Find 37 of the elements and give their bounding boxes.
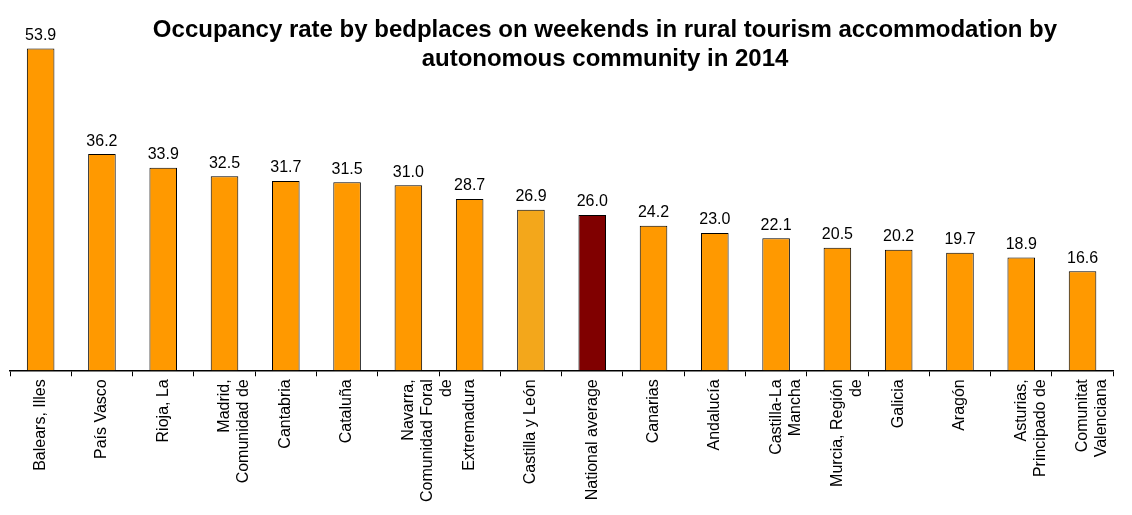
x-tick-label: Galicia — [889, 379, 907, 429]
data-label: 18.9 — [1005, 234, 1037, 252]
data-label: 36.2 — [86, 131, 118, 149]
x-tick-label: Aragón — [950, 379, 968, 431]
data-label: 28.7 — [454, 176, 486, 194]
x-tick-label: Balears, Illes — [31, 379, 49, 471]
data-label: 31.0 — [392, 162, 425, 180]
x-tick-label: Rioja, La — [153, 379, 171, 443]
data-label: 20.2 — [883, 227, 915, 245]
x-tick-label: Murcia, Región de — [827, 379, 864, 487]
x-tick-label: Castilla-La Mancha — [766, 379, 803, 455]
data-label: 31.7 — [270, 158, 302, 176]
data-label: 16.6 — [1066, 248, 1099, 266]
data-label: 19.7 — [944, 230, 976, 248]
data-label: 32.5 — [208, 153, 241, 171]
data-label: 53.9 — [25, 25, 57, 43]
data-label: 20.5 — [821, 225, 854, 243]
x-tick-label: Extremadura — [460, 379, 478, 471]
x-tick-label: Madrid, Comunidad de — [214, 379, 252, 484]
data-label: 26.0 — [576, 192, 608, 210]
data-label: 33.9 — [147, 145, 179, 163]
x-tick-label: Navarra, Comunidad Foral de — [398, 379, 455, 503]
data-label: 22.1 — [760, 215, 792, 233]
chart-title: Occupancy rate by bedplaces on weekends in rural tourism accommodation by autonomous community in 2014 — [151, 14, 1059, 72]
x-tick-label: Canarias — [643, 379, 661, 444]
x-tick-label: National average — [582, 379, 600, 501]
x-tick-label: Andalucía — [705, 379, 723, 451]
x-tick-label: Castilla y León — [521, 379, 539, 485]
x-tick-label: Cataluña — [337, 379, 355, 444]
x-tick-label: Cantabria — [276, 379, 294, 449]
data-label: 31.5 — [331, 159, 363, 177]
x-tick-label: Asturias, Principado de — [1011, 379, 1048, 478]
data-label: 26.9 — [515, 187, 547, 205]
data-label: 24.2 — [637, 203, 670, 221]
data-label: 23.0 — [699, 210, 731, 228]
x-tick-label: País Vasco — [92, 379, 110, 460]
x-tick-label: Comunitat Valenciana — [1072, 378, 1110, 458]
